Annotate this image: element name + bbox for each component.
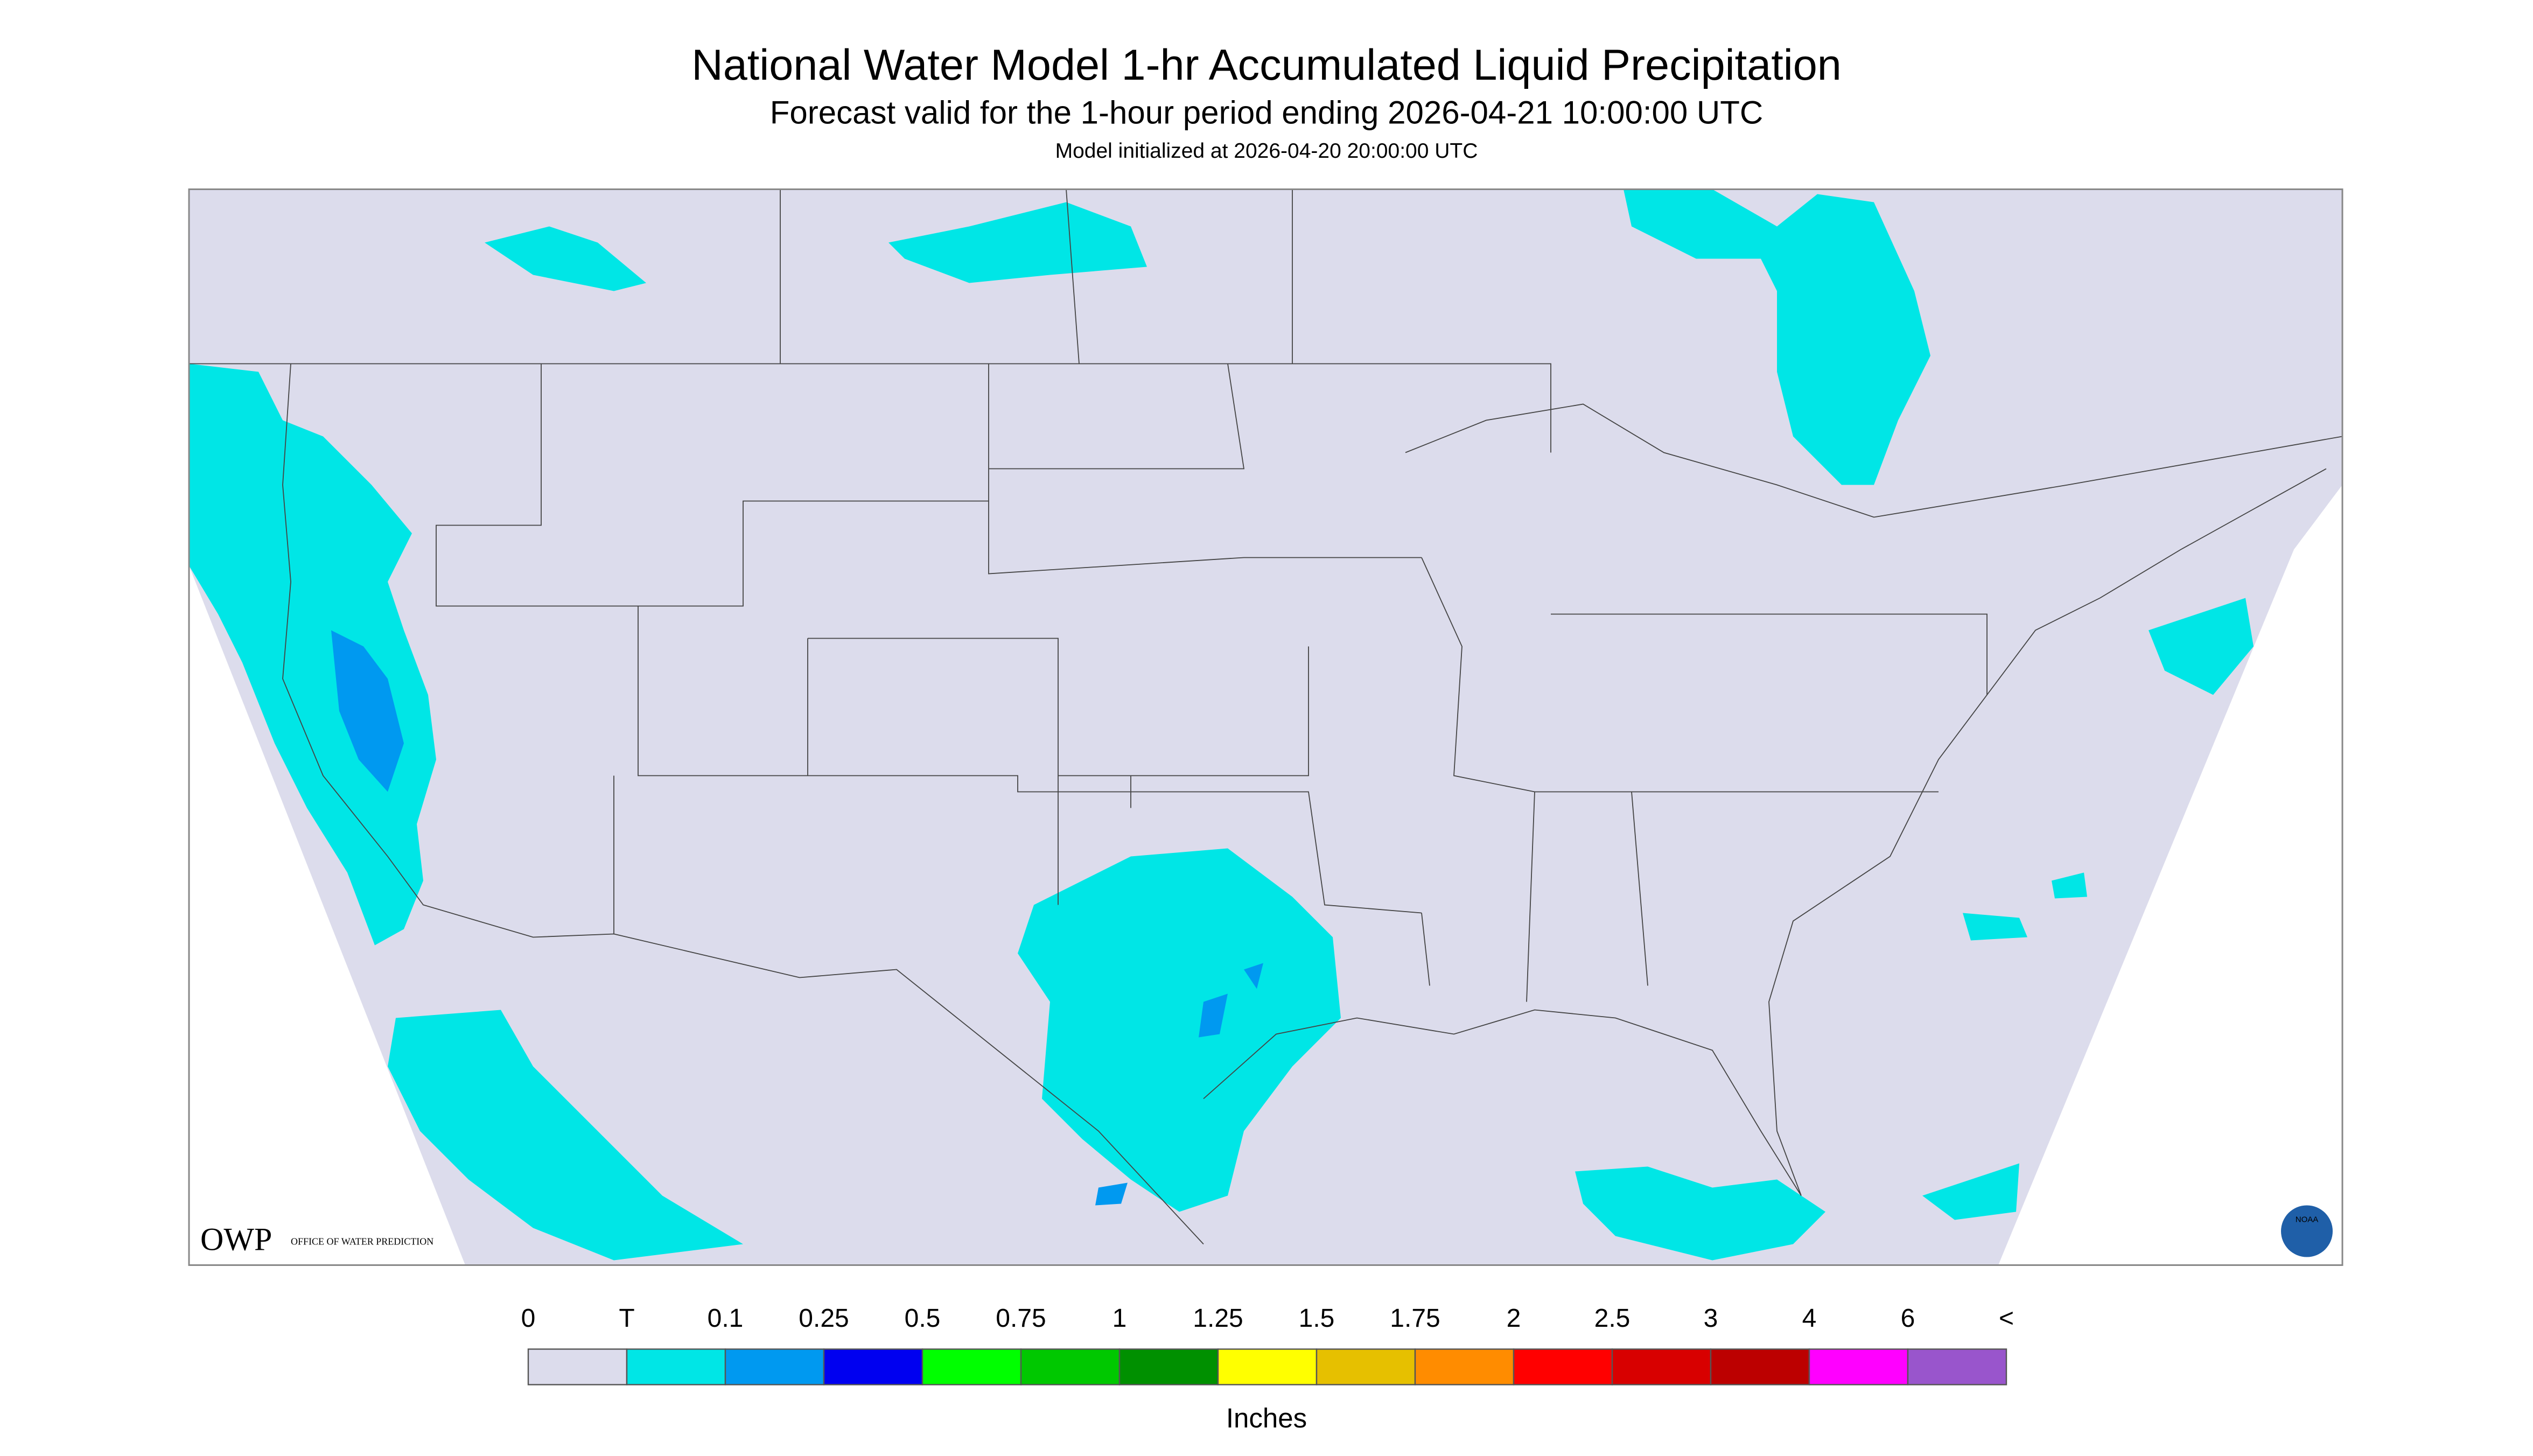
boundaries [189,189,2343,1245]
legend-label: < [1999,1304,2014,1333]
legend-units: Inches [1226,1403,1307,1433]
logo-name: OWP [200,1221,272,1257]
model-domain [189,189,2342,1265]
legend-swatch [1808,1348,1909,1385]
legend-label: 3 [1704,1304,1718,1333]
legend-label: 0.1 [708,1304,744,1333]
noaa-logo [2281,1205,2333,1257]
legend-swatch [724,1348,825,1385]
legend-swatch [1907,1348,2007,1385]
legend-swatch [1118,1348,1219,1385]
legend-label: 2.5 [1594,1304,1631,1333]
legend: Inches 0 T 0.1 0.25 0.5 0.75 1 1.25 1.5 1.75 2 2.5 3… [521,1304,2014,1433]
legend-swatch [823,1348,923,1385]
legend-swatch [527,1348,628,1385]
legend-label: 4 [1802,1304,1817,1333]
legend-label: 1.5 [1299,1304,1335,1333]
legend-swatch [1513,1348,1613,1385]
legend-label: 0.25 [799,1304,849,1333]
legend-label: 1.25 [1193,1304,1243,1333]
noaa-text: NOAA [2296,1215,2319,1224]
precip-areas [189,189,2254,1261]
legend-swatch [921,1348,1022,1385]
legend-label: 0 [521,1304,536,1333]
legend-swatch [626,1348,726,1385]
logo-text: OFFICE OF WATER PREDICTION [291,1236,433,1247]
legend-swatch [1611,1348,1712,1385]
map-frame [188,188,2343,1266]
title: National Water Model 1-hr Accumulated Li… [691,41,1842,89]
legend-label: 1 [1112,1304,1127,1333]
legend-label: 1.75 [1390,1304,1440,1333]
legend-swatch [1316,1348,1416,1385]
legend-swatch [1217,1348,1318,1385]
legend-label: 6 [1901,1304,1915,1333]
legend-swatch [1414,1348,1515,1385]
map: OWP OFFICE OF WATER PREDICTION NOAA [188,188,2343,1266]
legend-swatch [1020,1348,1121,1385]
legend-label: T [619,1304,634,1333]
legend-label: 2 [1507,1304,1521,1333]
legend-swatch [1710,1348,1810,1385]
subtitle: Forecast valid for the 1-hour period end… [770,94,1763,130]
legend-label: 0.5 [905,1304,941,1333]
init-time: Model initialized at 2026-04-20 20:00:00… [1055,139,1478,163]
legend-label: 0.75 [996,1304,1046,1333]
